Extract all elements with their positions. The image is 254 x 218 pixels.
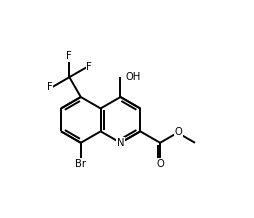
Text: F: F — [67, 51, 72, 61]
Text: F: F — [86, 62, 92, 72]
Text: O: O — [175, 127, 183, 137]
Text: OH: OH — [126, 72, 141, 82]
Text: N: N — [117, 138, 124, 148]
Text: F: F — [47, 82, 53, 92]
Text: O: O — [156, 159, 164, 169]
Text: Br: Br — [75, 159, 86, 169]
